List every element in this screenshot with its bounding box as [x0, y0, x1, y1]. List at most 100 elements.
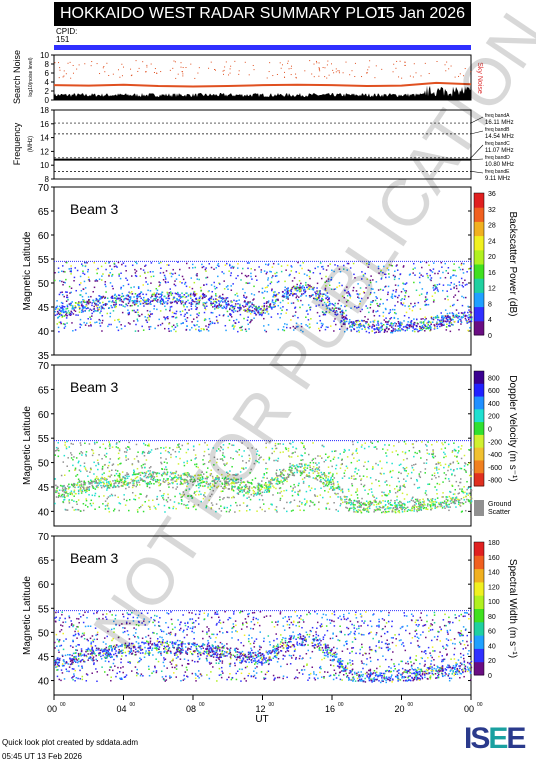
noise-point: [393, 63, 395, 65]
noise-point: [464, 68, 466, 70]
colorbar-frame: [473, 370, 485, 487]
noise-point: [123, 66, 125, 68]
freq-band-leader: [470, 130, 484, 135]
noise-point: [366, 72, 368, 74]
noise-point: [208, 67, 210, 69]
colorbar-cell: [474, 621, 484, 636]
header-date: 15 Jan 2026: [376, 5, 465, 22]
noise-point: [146, 66, 148, 68]
colorbar-tick-label: 32: [488, 207, 496, 214]
noise-point: [338, 70, 340, 72]
noise-point: [349, 74, 351, 76]
colorbar-tick-label: 0: [488, 673, 492, 680]
ground-scatter-label2: Scatter: [488, 509, 511, 516]
noise-point: [108, 74, 110, 76]
freq-band-leader: [470, 144, 484, 159]
colorbar-cell: [474, 396, 484, 410]
freq-band-label: freq bandD: [485, 155, 510, 161]
noise-point: [337, 70, 339, 72]
colorbar-cell: [474, 581, 484, 596]
colorbar-tick-label: 8: [488, 301, 492, 308]
colorbar-cell: [474, 661, 484, 676]
colorbar-cell: [474, 434, 484, 449]
noise-point: [309, 60, 311, 62]
panel-frame-power: [53, 186, 472, 356]
noise-point: [291, 65, 293, 67]
colorbar-cell: [474, 595, 484, 609]
colorbar-tick-label: 140: [488, 570, 500, 577]
panel-ytick-label: 50: [38, 628, 50, 639]
noise-point: [222, 70, 224, 72]
panel-ylabel: Magnetic Latitude: [22, 576, 33, 655]
freq-band-leader: [470, 116, 484, 124]
noise-point: [182, 67, 184, 69]
panel-ytick-label: 70: [38, 361, 50, 372]
panel-ytick-label: 55: [38, 434, 50, 445]
panel-ytick-label: 45: [38, 652, 50, 663]
noise-point: [142, 61, 144, 63]
colorbar-tick-label: -600: [488, 465, 502, 472]
noise-point: [225, 61, 227, 63]
noise-point: [318, 69, 320, 71]
noise-point: [436, 60, 438, 62]
freq-band-leader: [470, 158, 484, 160]
panel-ytick-label: 55: [38, 255, 50, 266]
freq-ytick-label: 18: [40, 106, 49, 115]
noise-point: [354, 62, 356, 64]
freq-ylabel2: (MHz): [28, 136, 34, 152]
colorbar-tick-label: 60: [488, 629, 496, 636]
noise-point: [448, 68, 450, 70]
noise-point: [398, 76, 400, 78]
noise-point: [375, 65, 377, 67]
scatter-points-width: [54, 610, 473, 684]
panel-ytick-label: 60: [38, 580, 50, 591]
noise-point: [266, 77, 268, 79]
colorbar-cell: [474, 635, 484, 649]
colorbar-cell: [474, 221, 484, 237]
noise-ytick-label: 6: [45, 69, 50, 78]
panel-ytick-label: 60: [38, 410, 50, 421]
cpid-label: CPID: 151: [56, 27, 78, 44]
noise-point: [295, 76, 297, 78]
colorbar-tick-label: 20: [488, 254, 496, 261]
colorbar-tick-label: 600: [488, 388, 500, 395]
noise-ytick-label: 8: [45, 60, 50, 69]
colorbar-cell: [474, 292, 484, 308]
noise-point: [361, 76, 363, 78]
noise-point: [269, 62, 271, 64]
colorbar-cell: [474, 264, 484, 279]
colorbar-label: Backscatter Power (dB): [507, 211, 518, 316]
noise-point: [121, 75, 123, 77]
noise-point: [283, 76, 285, 78]
noise-point: [156, 72, 158, 74]
noise-point: [238, 73, 240, 75]
colorbar-cell: [474, 320, 484, 336]
noise-point: [369, 60, 371, 62]
noise-point: [281, 64, 283, 66]
panel-ytick-label: 40: [38, 327, 50, 338]
noise-point: [84, 63, 86, 65]
colorbar-tick-label: 800: [488, 375, 500, 382]
ground-scatter-swatch: [474, 500, 484, 516]
noise-point: [99, 73, 101, 75]
noise-point: [318, 67, 320, 69]
noise-point: [330, 63, 332, 65]
footer-timestamp: 05:45 UT 13 Feb 2026: [2, 752, 82, 761]
noise-point: [368, 66, 370, 68]
colorbar-cell: [474, 608, 484, 623]
freq-band-label: freq bandE: [485, 169, 510, 175]
noise-point: [175, 77, 177, 79]
noise-frame: [53, 54, 472, 101]
noise-point: [228, 74, 230, 76]
noise-point: [182, 73, 184, 75]
xlabel: UT: [255, 714, 268, 725]
panel-ytick-label: 55: [38, 604, 50, 615]
scatter-points-velocity: [54, 440, 473, 514]
noise-point: [54, 62, 56, 64]
noise-ytick-label: 2: [45, 87, 50, 96]
noise-point: [78, 64, 80, 66]
sky-noise-line: [53, 81, 472, 88]
noise-point: [284, 71, 286, 73]
colorbar-cell: [474, 568, 484, 583]
noise-point: [252, 64, 254, 66]
